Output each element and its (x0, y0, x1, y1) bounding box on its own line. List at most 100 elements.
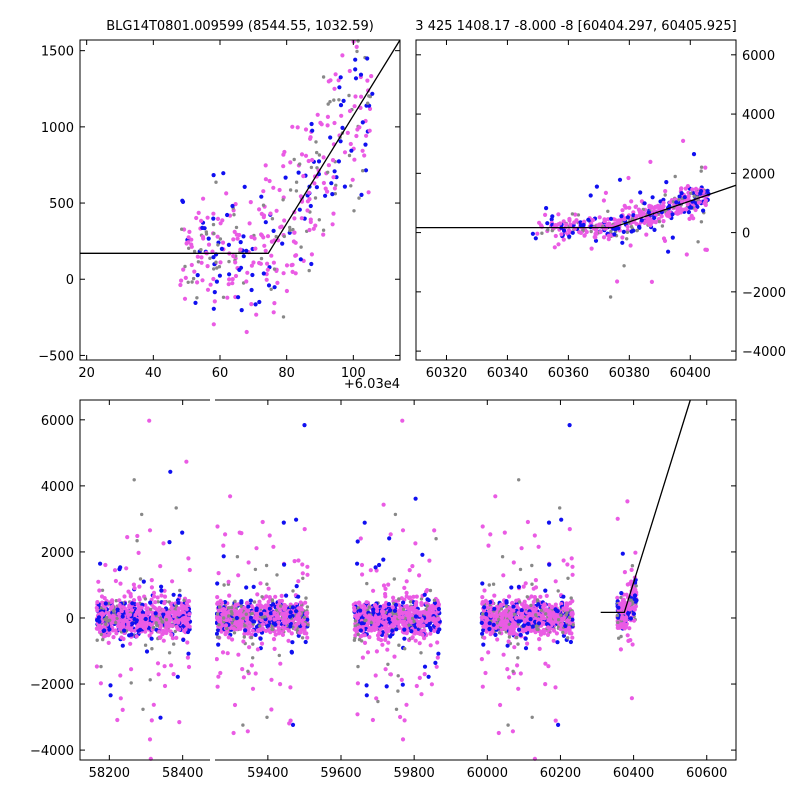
data-point (191, 276, 196, 281)
data-point (518, 632, 523, 638)
data-point (178, 588, 182, 593)
data-point (251, 260, 256, 265)
data-point (208, 282, 213, 287)
data-point (481, 642, 486, 647)
data-point (211, 216, 216, 221)
data-point (266, 283, 272, 288)
x-tick-label: 59800 (393, 766, 434, 781)
data-point (383, 637, 388, 643)
data-point (140, 512, 144, 517)
data-point (307, 227, 312, 233)
data-point (289, 631, 294, 636)
data-point (305, 199, 310, 204)
data-point (365, 581, 369, 586)
panel-bottom-model-line (600, 399, 691, 614)
data-point (512, 645, 517, 650)
data-point (134, 618, 139, 623)
data-point (135, 602, 140, 607)
data-point (234, 232, 239, 237)
data-point (155, 595, 160, 600)
data-point (246, 669, 250, 673)
data-point (161, 608, 166, 613)
data-point (221, 607, 226, 612)
data-point (435, 629, 440, 635)
data-point (569, 611, 574, 616)
data-point (404, 702, 409, 707)
data-point (192, 249, 197, 254)
data-point (223, 532, 228, 537)
data-point (308, 203, 313, 209)
data-point (507, 631, 512, 637)
data-point (149, 718, 154, 723)
data-point (244, 585, 249, 590)
data-point (182, 598, 186, 602)
data-point (332, 169, 337, 174)
data-point (480, 684, 485, 689)
data-point (626, 175, 631, 181)
data-point (187, 624, 192, 629)
data-point (212, 231, 216, 236)
data-point (292, 157, 296, 162)
data-point (290, 262, 295, 267)
data-point (99, 664, 103, 669)
data-point (311, 226, 316, 231)
data-point (528, 617, 533, 622)
data-point (251, 656, 255, 660)
data-point (570, 572, 575, 577)
data-point (250, 628, 255, 633)
x-tick-label: 100 (341, 366, 366, 381)
data-point (227, 272, 232, 277)
data-point (383, 625, 388, 630)
data-point (358, 628, 363, 633)
data-point (479, 657, 484, 662)
data-point (183, 627, 188, 632)
data-point (315, 112, 320, 117)
data-point (627, 601, 632, 607)
data-point (615, 613, 620, 618)
data-point (271, 228, 276, 233)
data-point (178, 282, 183, 288)
data-point (581, 228, 585, 232)
data-point (629, 579, 634, 584)
data-point (107, 601, 111, 606)
data-point (222, 583, 226, 587)
data-point (617, 177, 623, 182)
data-point (553, 602, 558, 607)
data-point (279, 224, 284, 229)
data-point (227, 277, 232, 282)
data-point (261, 271, 266, 276)
data-point (627, 626, 632, 631)
data-point (637, 224, 642, 229)
data-point (377, 630, 382, 636)
data-point (263, 248, 268, 253)
data-point (332, 186, 337, 191)
data-point (114, 631, 119, 636)
data-point (196, 210, 201, 215)
data-point (352, 104, 357, 109)
data-point (228, 625, 233, 631)
data-point (552, 615, 558, 621)
data-point (543, 588, 548, 593)
data-point (682, 195, 687, 200)
panel-top-left: BLG14T0801.009599 (8544.55, 1032.59) 20 4… (38, 19, 401, 392)
data-point (401, 607, 406, 612)
data-point (538, 632, 544, 637)
data-point (172, 610, 177, 615)
data-point (296, 558, 301, 563)
data-point (330, 222, 335, 227)
data-point (176, 600, 181, 605)
data-point (367, 128, 372, 133)
data-point (211, 322, 216, 327)
panel-top-right-title: 3 425 1408.17 -8.000 -8 [60404.297, 6040… (415, 19, 736, 34)
data-point (124, 618, 129, 623)
data-point (412, 610, 417, 615)
data-point (519, 611, 525, 617)
data-point (661, 200, 666, 205)
data-point (221, 554, 226, 559)
data-point (99, 632, 104, 637)
data-point (356, 664, 360, 669)
data-point (214, 180, 218, 184)
data-point (292, 559, 297, 564)
data-point (321, 228, 326, 232)
data-point (558, 506, 562, 510)
